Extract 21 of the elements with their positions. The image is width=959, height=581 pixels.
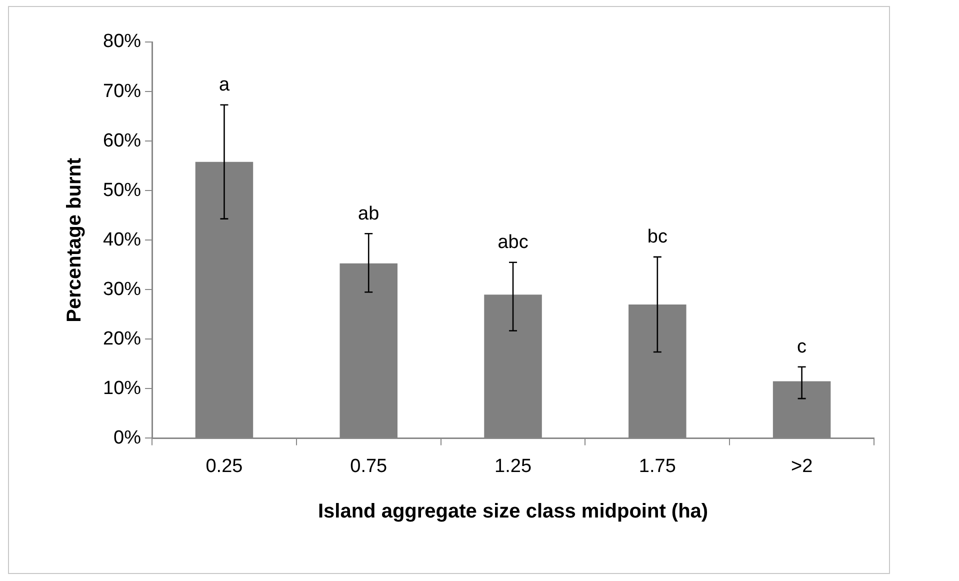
y-tick-label: 20%: [102, 328, 142, 350]
x-tick-label: 0.25: [206, 456, 243, 477]
y-tick-label: 0%: [114, 427, 142, 448]
x-tick-label: 0.75: [350, 456, 388, 477]
y-axis-title: Percentage burnt: [64, 158, 86, 322]
x-tick-label: 1.75: [638, 456, 676, 477]
y-tick-label: 10%: [102, 378, 142, 399]
y-tick-label: 50%: [102, 180, 142, 201]
annotation: c: [797, 336, 807, 358]
x-tick-label: 1.25: [494, 456, 532, 477]
y-tick-label: 60%: [102, 130, 142, 152]
annotation: abc: [498, 232, 528, 254]
x-tick-label: >2: [790, 456, 813, 477]
annotation: a: [218, 74, 230, 96]
y-tick-label: 40%: [102, 229, 142, 250]
y-tick-label: 30%: [102, 278, 142, 300]
y-tick-label: 80%: [102, 31, 142, 52]
y-tick-label: 70%: [102, 80, 142, 102]
x-axis-title: Island aggregate size class midpoint (ha): [318, 500, 708, 523]
annotation: bc: [647, 226, 668, 248]
annotation: ab: [358, 203, 380, 224]
